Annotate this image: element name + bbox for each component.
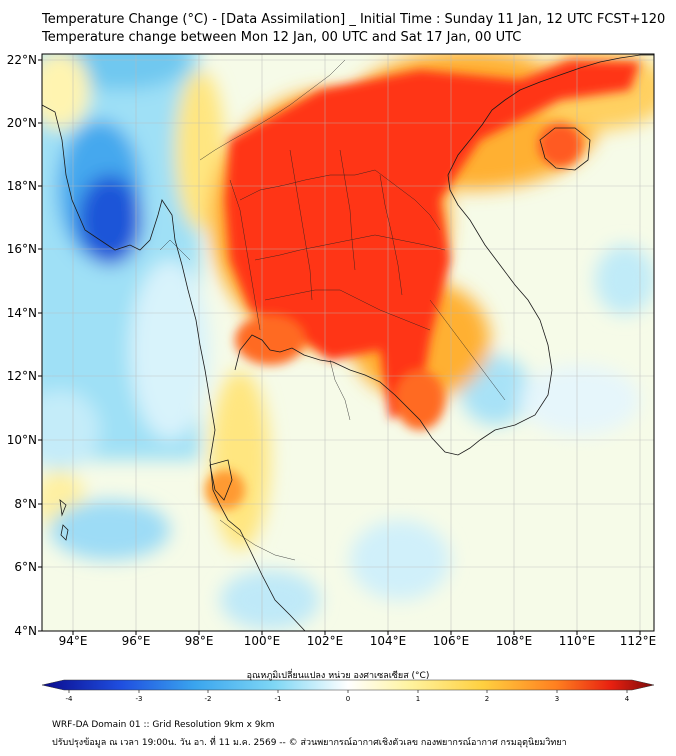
chart-title-line2: Temperature change between Mon 12 Jan, 0…: [42, 30, 522, 45]
graticule: [42, 54, 654, 631]
y-tick-label: 18°N: [7, 179, 37, 193]
x-tick-label: 112°E: [620, 634, 657, 648]
admin-boundaries: [159, 59, 506, 561]
colorbar-tick: 0: [346, 695, 350, 703]
x-tick-label: 100°E: [244, 634, 281, 648]
y-tick-label: 12°N: [7, 369, 37, 383]
footer-credit: ปรับปรุงข้อมูล ณ เวลา 19:00น. วัน อา. ที…: [52, 738, 567, 748]
x-tick-label: 102°E: [307, 634, 344, 648]
x-tick-label: 98°E: [185, 634, 214, 648]
colorbar-tick: 2: [485, 695, 489, 703]
x-tick-label: 110°E: [559, 634, 596, 648]
coastlines: [42, 54, 654, 631]
colorbar-tick: -2: [205, 695, 212, 703]
chart-title-line1: Temperature Change (°C) - [Data Assimila…: [42, 12, 666, 27]
colorbar-tick: 4: [625, 695, 630, 703]
y-tick-label: 8°N: [14, 497, 37, 511]
x-tick-label: 104°E: [370, 634, 407, 648]
footer-model-info: WRF-DA Domain 01 :: Grid Resolution 9km …: [52, 720, 275, 730]
x-tick-label: 108°E: [496, 634, 533, 648]
x-tick-label: 96°E: [122, 634, 151, 648]
colorbar: -4 -3 -2 -1 0 1 2 3 4: [41, 679, 655, 703]
x-tick-label: 106°E: [433, 634, 470, 648]
y-tick-label: 4°N: [14, 624, 37, 638]
y-tick-label: 22°N: [7, 53, 37, 67]
colorbar-tick: 1: [416, 695, 420, 703]
colorbar-tick: -4: [66, 695, 74, 703]
colorbar-tick: -1: [275, 695, 282, 703]
y-tick-label: 14°N: [7, 306, 37, 320]
colorbar-tick: -3: [136, 695, 143, 703]
tick-marks: [38, 59, 641, 635]
x-tick-label: 94°E: [59, 634, 88, 648]
y-tick-label: 6°N: [14, 560, 37, 574]
temperature-field: [42, 54, 654, 631]
map-frame: [41, 53, 655, 632]
colorbar-title: อุณหภูมิเปลี่ยนแปลง หน่วย องศาเซลเซียส (…: [246, 671, 430, 681]
y-tick-label: 20°N: [7, 116, 37, 130]
y-tick-label: 16°N: [7, 242, 37, 256]
colorbar-tick: 3: [555, 695, 559, 703]
y-tick-label: 10°N: [7, 433, 37, 447]
